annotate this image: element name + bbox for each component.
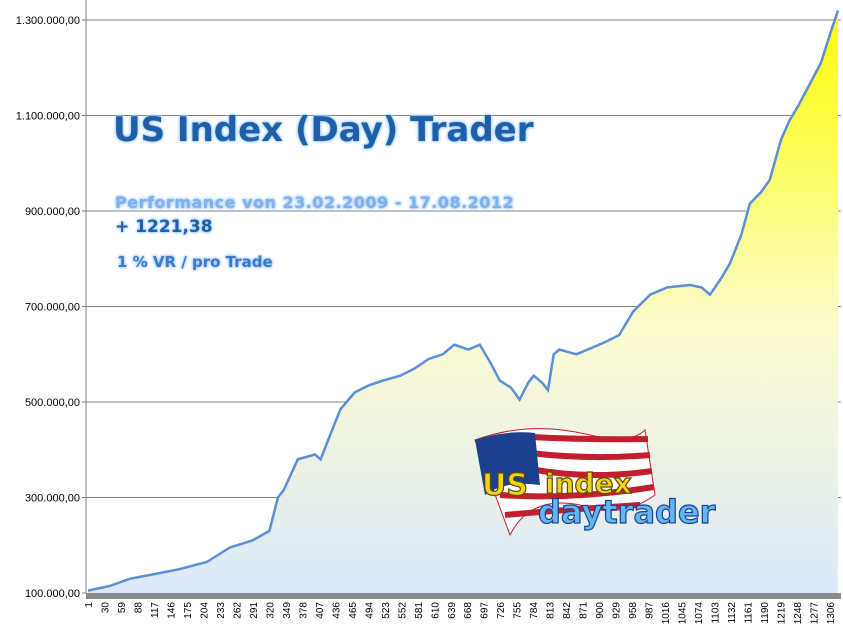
performance-value: + 1221,38 [115, 217, 213, 237]
y-tick-label: 100.000,00 [25, 588, 80, 600]
x-tick-label: 726 [496, 602, 507, 619]
chart-subtitle: Performance von 23.02.2009 - 17.08.2012 [115, 193, 515, 212]
x-tick-label: 755 [513, 602, 524, 619]
x-tick-label: 1161 [744, 602, 755, 624]
x-tick-label: 291 [249, 602, 260, 619]
svg-text:daytrader: daytrader [538, 493, 716, 531]
x-tick-label: 610 [430, 602, 441, 619]
x-tick-label: 958 [628, 602, 639, 619]
y-tick-label: 700.000,00 [25, 302, 80, 314]
x-tick-label: 1132 [727, 602, 738, 624]
x-tick-label: 59 [117, 602, 128, 614]
x-tick-label: 929 [612, 602, 623, 619]
x-tick-label: 1103 [711, 602, 722, 624]
x-tick-label: 1016 [661, 602, 672, 625]
x-tick-label: 900 [595, 602, 606, 619]
x-tick-label: 204 [199, 602, 210, 619]
x-tick-label: 1306 [826, 602, 837, 625]
x-tick-label: 1 [84, 602, 95, 608]
y-tick-label: 1.300.000,00 [16, 15, 80, 27]
x-tick-label: 1277 [810, 602, 821, 625]
x-tick-label: 552 [397, 602, 408, 619]
svg-text:index: index [545, 467, 632, 500]
x-tick-label: 871 [579, 602, 590, 619]
x-tick-label: 175 [183, 602, 194, 619]
x-tick-label: 1219 [777, 602, 788, 625]
x-tick-label: 349 [282, 602, 293, 619]
x-axis [86, 593, 841, 599]
risk-note: 1 % VR / pro Trade [117, 253, 273, 271]
y-tick-label: 1.100.000,00 [16, 111, 80, 123]
x-tick-label: 320 [265, 602, 276, 619]
x-tick-label: 1190 [760, 602, 771, 624]
x-tick-label: 639 [447, 602, 458, 619]
y-tick-label: 500.000,00 [25, 397, 80, 409]
y-tick-label: 300.000,00 [25, 493, 80, 505]
x-tick-label: 436 [331, 602, 342, 619]
x-tick-label: 668 [463, 602, 474, 619]
x-tick-label: 784 [529, 602, 540, 619]
x-tick-label: 407 [315, 602, 326, 619]
us-index-daytrader-logo: US index daytrader [474, 428, 716, 537]
series-area [88, 10, 838, 593]
x-tick-label: 146 [166, 602, 177, 619]
x-tick-label: 523 [381, 602, 392, 619]
svg-text:US: US [482, 468, 528, 503]
chart-title: US Index (Day) Trader [113, 110, 534, 150]
x-tick-label: 987 [645, 602, 656, 619]
x-tick-label: 697 [480, 602, 491, 619]
x-tick-label: 378 [298, 602, 309, 619]
x-tick-label: 465 [348, 602, 359, 619]
x-tick-label: 494 [364, 602, 375, 619]
x-tick-label: 233 [216, 602, 227, 619]
y-tick-label: 900.000,00 [25, 206, 80, 218]
x-tick-label: 813 [546, 602, 557, 619]
series-line [87, 10, 840, 592]
x-tick-label: 117 [150, 602, 161, 618]
x-tick-label: 30 [100, 602, 111, 614]
x-tick-label: 1074 [694, 602, 705, 625]
x-tick-label: 842 [562, 602, 573, 619]
x-tick-label: 581 [414, 602, 425, 619]
x-tick-label: 1045 [678, 602, 689, 625]
x-tick-label: 1248 [793, 602, 804, 625]
x-tick-label: 88 [133, 602, 144, 614]
x-tick-label: 262 [232, 602, 243, 619]
